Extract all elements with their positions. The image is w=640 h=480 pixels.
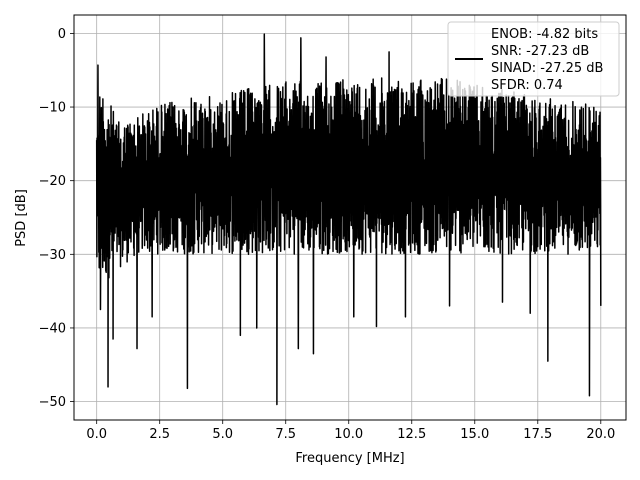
legend: ENOB: -4.82 bits SNR: -27.23 dB SINAD: -… [447,21,620,97]
x-tick-label: 20.0 [586,427,615,442]
y-tick-label: −10 [39,101,66,116]
legend-line-2: SNR: -27.23 dB [491,44,589,59]
x-tick-label: 17.5 [523,427,552,442]
x-tick-label: 0.0 [86,427,107,442]
y-tick-label: 0 [58,27,66,42]
legend-line-4: SFDR: 0.74 [491,78,563,93]
psd-series [95,33,602,406]
x-tick-label: 15.0 [460,427,489,442]
legend-line-1: ENOB: -4.82 bits [491,27,598,42]
legend-line-3: SINAD: -27.25 dB [491,61,603,76]
x-tick-label: 5.0 [212,427,233,442]
x-axis-ticks: 0.0 2.5 5.0 7.5 10.0 12.5 15.0 17.5 20.0 [86,420,615,442]
psd-line [95,33,602,406]
y-tick-label: −30 [39,248,66,263]
plot-frame [73,14,627,421]
y-tick-label: −50 [39,395,66,410]
y-tick-label: −40 [39,321,66,336]
x-axis-label: Frequency [MHz] [295,451,404,466]
y-axis-label: PSD [dB] [14,189,29,247]
x-tick-label: 10.0 [334,427,363,442]
x-tick-label: 2.5 [149,427,170,442]
y-tick-label: −20 [39,174,66,189]
y-axis-ticks: 0 −10 −20 −30 −40 −50 [39,27,74,410]
x-tick-label: 12.5 [397,427,426,442]
legend-box [447,21,620,97]
x-tick-label: 7.5 [275,427,296,442]
